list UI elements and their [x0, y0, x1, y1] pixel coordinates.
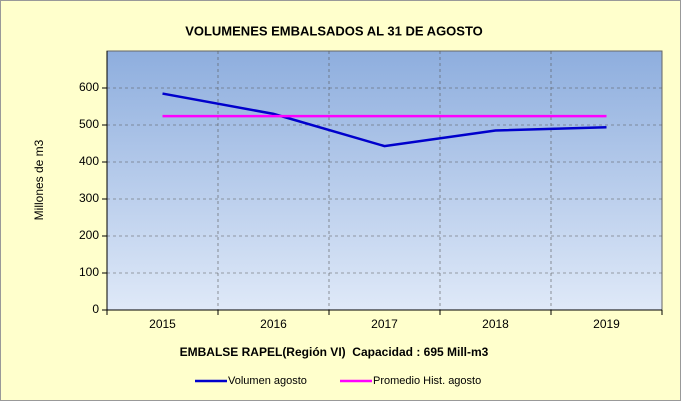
legend-label: Promedio Hist. agosto	[373, 375, 481, 387]
y-tick-label: 500	[79, 117, 99, 131]
y-axis-label: Millones de m3	[32, 139, 46, 220]
legend-label: Volumen agosto	[228, 375, 307, 387]
y-tick-label: 300	[79, 191, 99, 205]
x-tick-label: 2018	[482, 317, 509, 331]
y-tick-label: 0	[92, 302, 99, 316]
x-tick-label: 2019	[593, 317, 620, 331]
series-line	[162, 92, 607, 148]
y-tick-label: 100	[79, 265, 99, 279]
x-axis-label: EMBALSE RAPEL(Región VI) Capacidad : 695…	[180, 345, 489, 359]
chart-title: VOLUMENES EMBALSADOS AL 31 DE AGOSTO	[185, 23, 483, 38]
y-tick-label: 600	[79, 80, 99, 94]
y-tick-label: 400	[79, 154, 99, 168]
plot-area	[106, 50, 663, 311]
x-tick-label: 2016	[260, 317, 287, 331]
x-tick-label: 2015	[149, 317, 176, 331]
x-tick-label: 2017	[371, 317, 398, 331]
y-tick-label: 200	[79, 228, 99, 242]
